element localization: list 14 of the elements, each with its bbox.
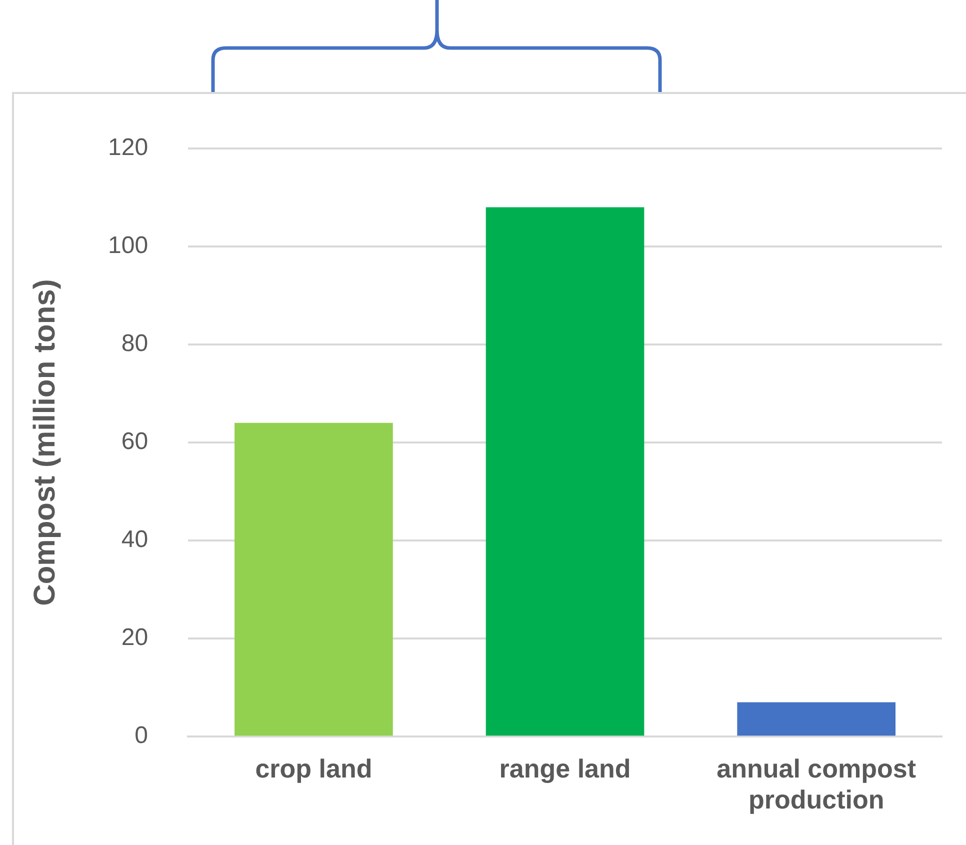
y-tick-label: 0 — [134, 722, 148, 750]
y-tick-label: 100 — [108, 232, 148, 260]
bar — [486, 207, 644, 736]
bar — [234, 422, 393, 736]
bar — [737, 702, 896, 736]
y-tick-label: 60 — [121, 428, 148, 456]
x-tick-label: crop land — [255, 753, 372, 784]
y-tick-label: 80 — [121, 330, 148, 358]
x-tick-label: annual compost production — [716, 753, 916, 815]
y-tick-label: 40 — [121, 526, 148, 554]
y-axis-title: Compost (million tons) — [28, 279, 62, 606]
y-tick-label: 120 — [108, 134, 148, 162]
y-tick-label: 20 — [121, 624, 148, 652]
x-tick-label: range land — [499, 753, 631, 784]
